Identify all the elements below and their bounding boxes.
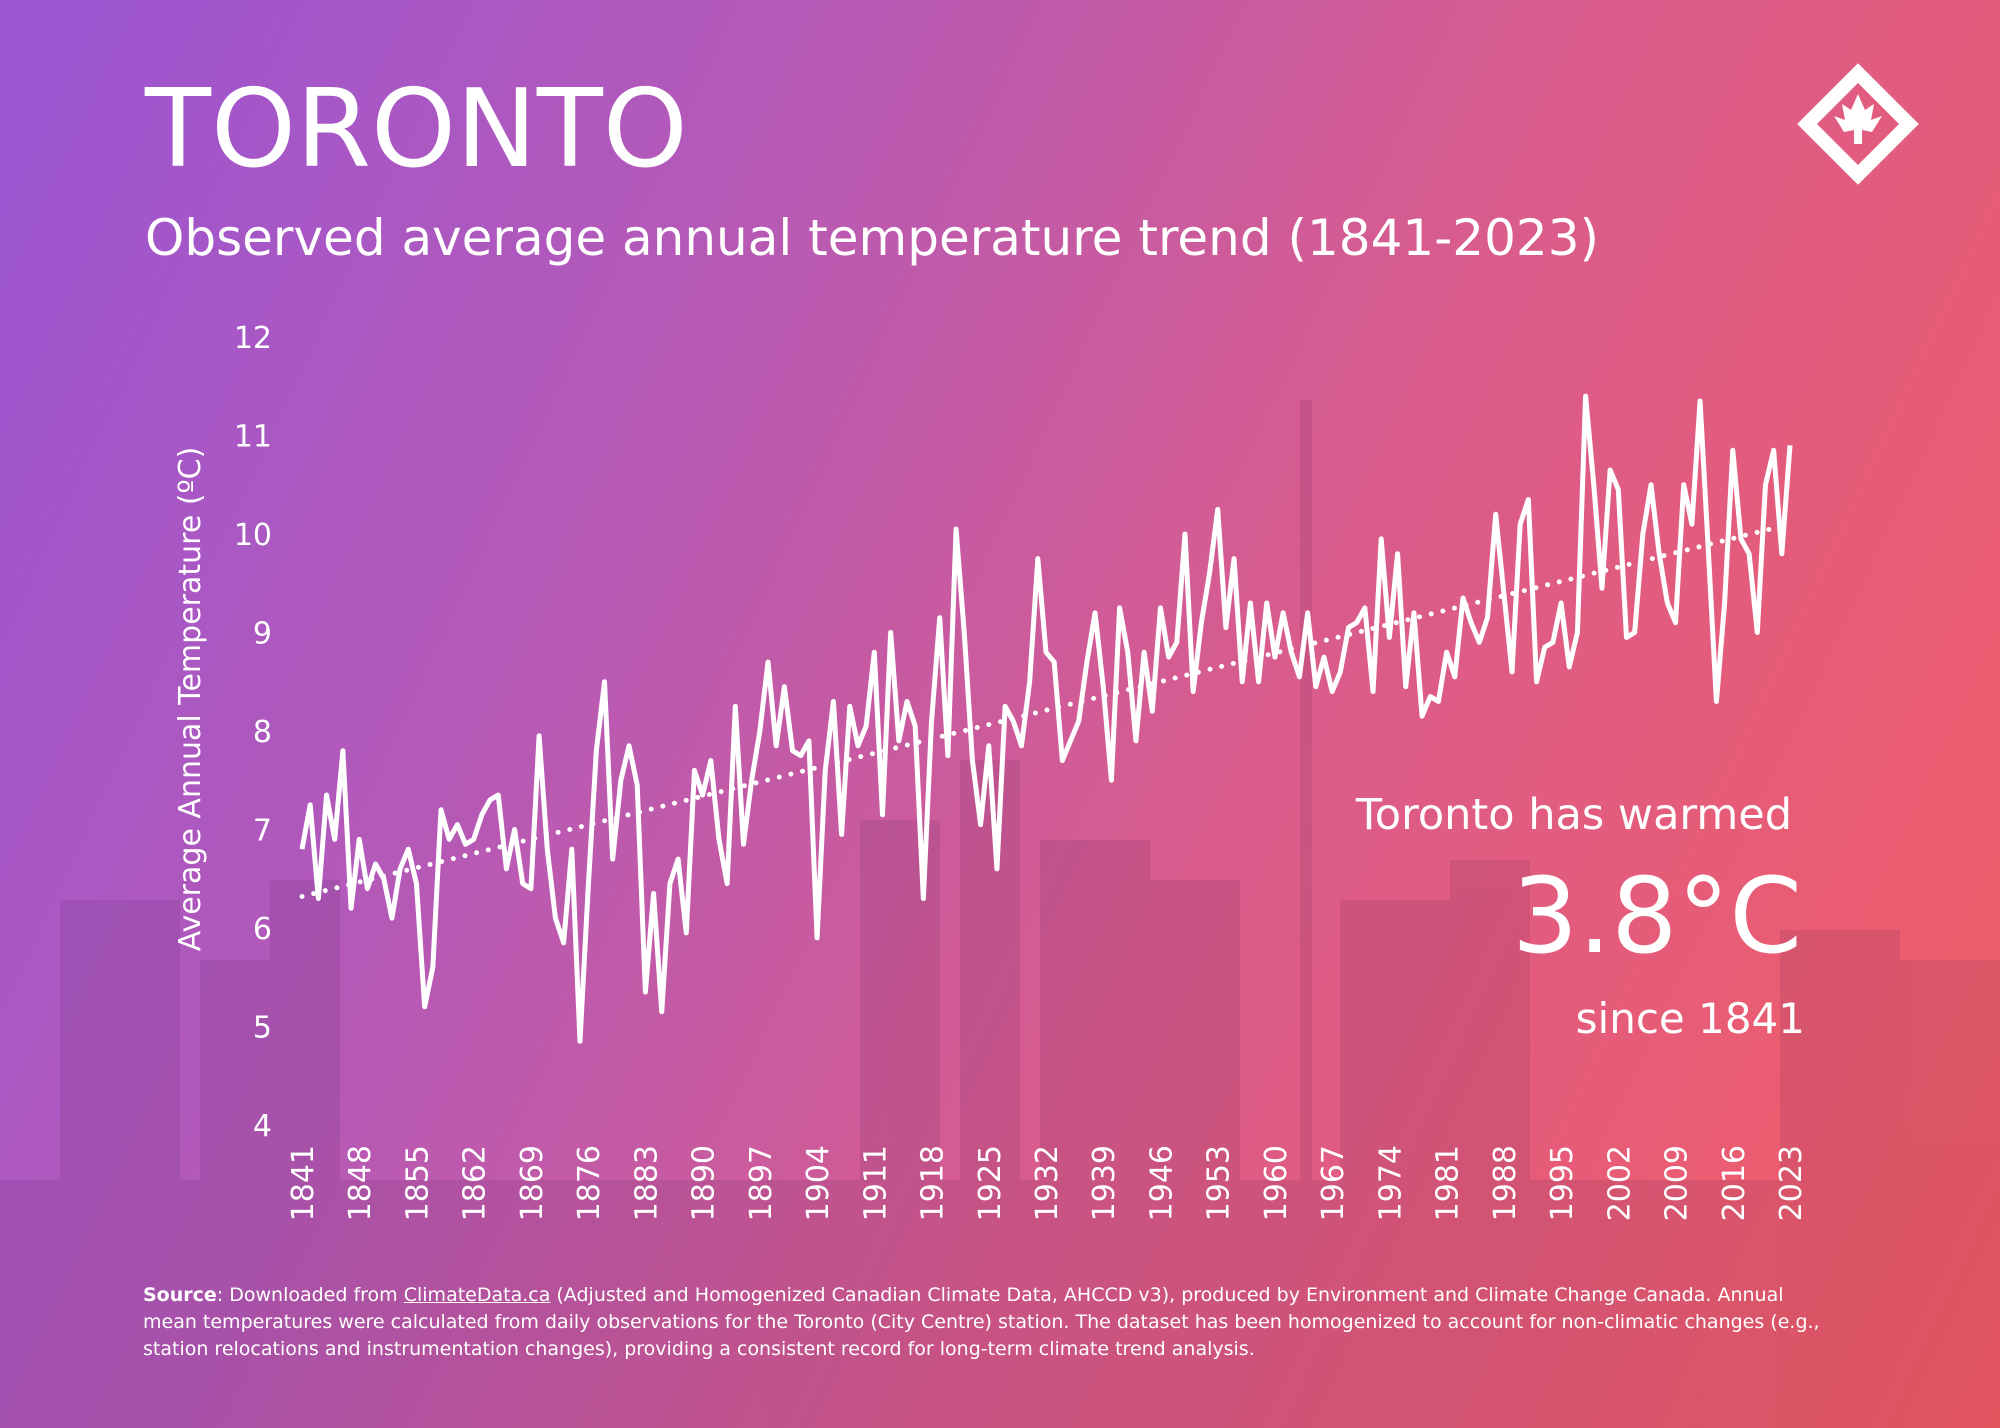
y-tick-label: 8 bbox=[253, 715, 272, 750]
x-tick-label: 1925 bbox=[973, 1145, 1008, 1221]
source-link[interactable]: ClimateData.ca bbox=[403, 1284, 551, 1306]
x-tick-label: 1974 bbox=[1373, 1145, 1408, 1221]
x-tick-label: 1876 bbox=[572, 1145, 607, 1221]
y-tick-label: 7 bbox=[253, 814, 272, 849]
annotation-text: since 1841 bbox=[1576, 994, 1805, 1043]
x-tick-label: 1855 bbox=[400, 1145, 435, 1221]
y-axis-label: Average Annual Temperature (ºC) bbox=[173, 447, 208, 952]
x-tick-label: 1869 bbox=[515, 1145, 550, 1221]
x-tick-label: 1967 bbox=[1316, 1145, 1351, 1221]
x-tick-label: 1862 bbox=[458, 1145, 493, 1221]
trend-line bbox=[299, 521, 1793, 899]
x-tick-label: 1988 bbox=[1488, 1145, 1523, 1221]
x-tick-label: 1960 bbox=[1259, 1145, 1294, 1221]
x-tick-label: 2009 bbox=[1660, 1145, 1695, 1221]
skyline bbox=[0, 400, 2000, 1428]
x-tick-label: 2023 bbox=[1774, 1145, 1809, 1221]
subtitle: Observed average annual temperature tren… bbox=[145, 209, 1599, 267]
y-tick-label: 4 bbox=[253, 1109, 272, 1144]
y-tick-label: 5 bbox=[253, 1011, 272, 1046]
y-tick-label: 9 bbox=[253, 617, 272, 652]
x-tick-label: 1946 bbox=[1144, 1145, 1179, 1221]
x-tick-label: 1918 bbox=[916, 1145, 951, 1221]
y-tick-label: 6 bbox=[253, 912, 272, 947]
x-tick-label: 1883 bbox=[629, 1145, 664, 1221]
y-tick-label: 11 bbox=[234, 420, 272, 455]
x-tick-label: 1981 bbox=[1431, 1145, 1466, 1221]
logo bbox=[1797, 63, 1919, 185]
x-tick-label: 2002 bbox=[1602, 1145, 1637, 1221]
x-tick-label: 1904 bbox=[801, 1145, 836, 1221]
x-tick-label: 1932 bbox=[1030, 1145, 1065, 1221]
source-text: (Adjusted and Homogenized Canadian Clima… bbox=[143, 1284, 1820, 1360]
x-tick-label: 1911 bbox=[858, 1145, 893, 1221]
x-tick-label: 1897 bbox=[744, 1145, 779, 1221]
x-tick-label: 1848 bbox=[343, 1145, 378, 1221]
title: TORONTO bbox=[144, 67, 688, 192]
x-tick-label: 1890 bbox=[687, 1145, 722, 1221]
y-tick-label: 12 bbox=[234, 321, 272, 356]
y-tick-label: 10 bbox=[234, 518, 272, 553]
source-label: Source bbox=[143, 1284, 217, 1306]
x-tick-label: 1953 bbox=[1202, 1145, 1237, 1221]
x-tick-label: 1939 bbox=[1087, 1145, 1122, 1221]
x-tick-label: 1841 bbox=[286, 1145, 321, 1221]
source-note: Source: Downloaded from ClimateData.ca (… bbox=[143, 1282, 1843, 1363]
x-tick-label: 2016 bbox=[1717, 1145, 1752, 1221]
x-tick-label: 1995 bbox=[1545, 1145, 1580, 1221]
annotation-value: 3.8°C bbox=[1512, 855, 1802, 977]
source-text: : Downloaded from bbox=[216, 1284, 404, 1306]
annotation-text: Toronto has warmed bbox=[1355, 790, 1792, 840]
temperature-line bbox=[299, 393, 1793, 1044]
